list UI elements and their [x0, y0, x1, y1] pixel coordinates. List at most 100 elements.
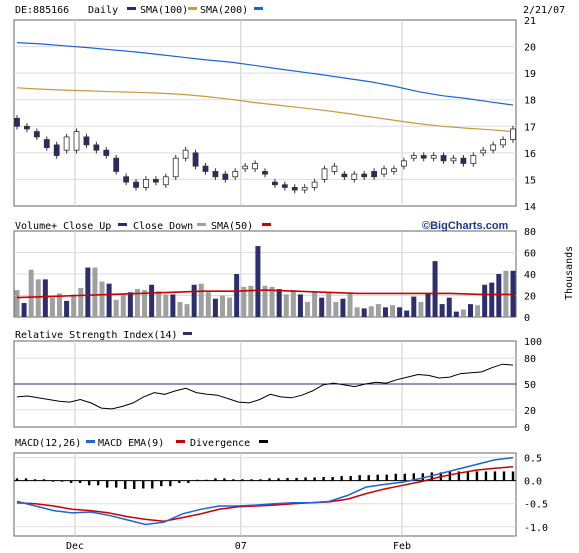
divergence-bar	[394, 473, 397, 481]
divergence-bar	[430, 472, 434, 481]
divergence-bar	[24, 478, 28, 481]
divergence-bar	[133, 480, 136, 489]
volume-bar	[113, 299, 119, 317]
symbol-label: DE:885166	[15, 5, 69, 16]
volume-bar	[397, 307, 403, 317]
y-tick-label: 80	[524, 354, 536, 365]
divergence-bar	[15, 478, 19, 481]
divergence-bar	[412, 473, 415, 481]
divergence-label: Divergence	[190, 438, 250, 449]
sma-blue-line	[16, 42, 514, 106]
divergence-bar	[232, 479, 235, 481]
volume-bar	[305, 301, 311, 317]
candle-body	[351, 173, 358, 180]
volume-bar	[120, 293, 126, 317]
volume-sma50-line	[16, 289, 513, 299]
macd-label: MACD(12,26)	[15, 438, 81, 449]
divergence-bar	[277, 478, 280, 481]
volume-legend-closeup: Volume+ Close Up	[15, 221, 111, 232]
divergence-bar	[484, 471, 488, 481]
volume-unit-label: Thousands	[564, 246, 575, 300]
sma-blue-swatch	[254, 7, 263, 10]
volume-bar	[234, 274, 240, 317]
sma50-gray-swatch	[197, 223, 206, 226]
y-tick-label: 20	[524, 292, 536, 303]
candle-body	[143, 179, 149, 188]
candle-body	[202, 165, 209, 172]
divergence-bar	[403, 473, 406, 481]
volume-bar	[177, 301, 183, 317]
candle-body	[321, 168, 328, 180]
volume-bar	[482, 284, 488, 317]
divergence-bar	[376, 474, 379, 481]
candle-body	[33, 131, 40, 138]
divergence-bar	[322, 476, 325, 481]
candle-body	[14, 117, 20, 127]
candle-body	[242, 165, 249, 170]
volume-bar	[85, 267, 91, 317]
volume-bar	[425, 293, 431, 317]
volume-bar	[227, 297, 233, 317]
y-tick-label: 20	[524, 43, 536, 54]
volume-bar	[326, 292, 332, 317]
volume-bar	[418, 301, 424, 317]
volume-bar	[460, 309, 466, 317]
divergence-bar	[196, 479, 199, 481]
candle-body	[133, 181, 139, 188]
y-tick-label: 0	[524, 423, 530, 434]
bigcharts-brand: ©BigCharts.com	[422, 220, 509, 232]
divergence-bar	[124, 480, 127, 489]
volume-legend-closedown: Close Down	[133, 221, 193, 232]
volume-bar	[142, 290, 148, 317]
volume-bar	[156, 291, 162, 317]
candle-body	[281, 184, 288, 188]
divergence-bar	[42, 479, 46, 481]
candle-body	[53, 144, 60, 156]
volume-bar	[205, 292, 211, 317]
macd-ema-label: MACD EMA(9)	[98, 438, 164, 449]
candle-body	[83, 136, 90, 146]
divergence-bar	[268, 478, 271, 481]
period-label: Daily	[88, 5, 118, 16]
y-tick-label: 17	[524, 122, 536, 133]
y-tick-label: 19	[524, 69, 536, 80]
candle-body	[430, 155, 437, 159]
divergence-bar	[295, 477, 298, 481]
volume-bar	[14, 290, 20, 317]
divergence-bar	[304, 477, 307, 481]
divergence-bar	[340, 476, 343, 481]
volume-bar	[163, 294, 169, 317]
volume-bar	[106, 283, 112, 317]
volume-bar	[340, 298, 346, 317]
candle-body	[182, 149, 189, 159]
candle-body	[331, 165, 338, 172]
candle-body	[381, 168, 387, 175]
candle-body	[262, 171, 268, 175]
candle-body	[24, 125, 30, 130]
candle-body	[162, 176, 169, 186]
candle-body	[73, 131, 80, 151]
volume-bar	[290, 290, 296, 317]
divergence-bar	[286, 477, 289, 481]
y-tick-label: 18	[524, 96, 536, 107]
macd-ema-swatch	[176, 440, 185, 443]
volume-bar	[446, 297, 452, 317]
y-tick-label: 14	[524, 202, 536, 213]
divergence-bar	[142, 480, 145, 489]
volume-bar	[283, 294, 289, 317]
candle-body	[510, 128, 516, 140]
volume-bar	[35, 279, 41, 317]
rsi-line	[16, 363, 514, 410]
volume-legend-sma50: SMA(50)	[211, 221, 253, 232]
y-tick-label: 50	[524, 380, 536, 391]
price-legend: DE:885166 Daily SMA(100) SMA(200) 2/21/0…	[15, 5, 565, 16]
divergence-bar	[448, 471, 452, 481]
volume-bar	[404, 310, 410, 317]
y-tick-label: 40	[524, 270, 536, 281]
volume-bar	[212, 298, 218, 317]
macd-ema-line	[16, 466, 514, 522]
volume-bar	[382, 307, 388, 317]
candle-body	[272, 181, 278, 186]
divergence-bar	[160, 480, 163, 487]
volume-bar	[49, 297, 55, 317]
